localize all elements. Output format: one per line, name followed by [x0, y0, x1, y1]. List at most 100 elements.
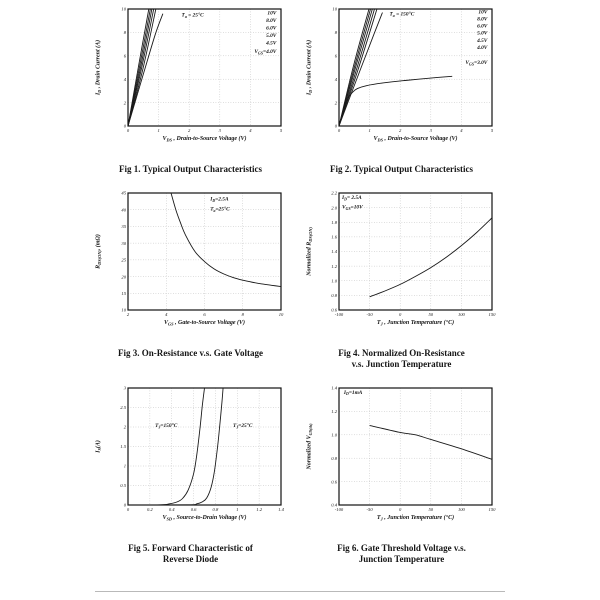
- fig5-caption: Fig 5. Forward Characteristic of Reverse…: [128, 542, 253, 565]
- svg-text:VSD , Source-to-Drain Voltage: VSD , Source-to-Drain Voltage (V): [162, 514, 246, 521]
- svg-text:150: 150: [489, 506, 497, 511]
- svg-text:0.6: 0.6: [191, 506, 197, 511]
- svg-text:TJ , Junction Temperature (°C): TJ , Junction Temperature (°C): [377, 514, 454, 521]
- figure-4: -100 -50 0 50 100 150 0.6 0.8 1.0 1.2 1.4 1.6 1.8 2.0…: [304, 186, 499, 371]
- svg-text:10: 10: [332, 7, 337, 12]
- svg-text:1: 1: [124, 463, 126, 468]
- svg-text:6.0V: 6.0V: [477, 24, 488, 30]
- svg-text:TJ , Junction Temperature (°C): TJ , Junction Temperature (°C): [377, 319, 454, 326]
- svg-text:VGS=3.0V: VGS=3.0V: [465, 60, 487, 66]
- svg-text:VDS , Drain-to-Source Voltage: VDS , Drain-to-Source Voltage (V): [162, 135, 246, 142]
- svg-text:1.0: 1.0: [331, 278, 337, 283]
- svg-text:6: 6: [203, 311, 206, 316]
- svg-text:8.0V: 8.0V: [477, 17, 488, 23]
- svg-text:2: 2: [124, 100, 127, 105]
- svg-text:0: 0: [124, 502, 127, 507]
- svg-text:2: 2: [188, 128, 191, 133]
- svg-text:0: 0: [124, 124, 127, 129]
- svg-text:35: 35: [121, 224, 126, 229]
- svg-text:0: 0: [335, 124, 338, 129]
- svg-text:VGS=10V: VGS=10V: [342, 204, 363, 210]
- svg-text:-100: -100: [335, 506, 344, 511]
- fig6-caption: Fig 6. Gate Threshold Voltage v.s. Junct…: [337, 542, 466, 565]
- svg-text:-50: -50: [367, 311, 374, 316]
- svg-text:-100: -100: [335, 311, 344, 316]
- svg-text:Ta = 25°C: Ta = 25°C: [182, 12, 205, 19]
- svg-text:-50: -50: [367, 506, 374, 511]
- svg-text:VDS , Drain-to-Source Voltage: VDS , Drain-to-Source Voltage (V): [373, 135, 457, 142]
- svg-text:2: 2: [124, 424, 127, 429]
- svg-text:TJ=150°C: TJ=150°C: [155, 422, 178, 429]
- svg-text:1.0: 1.0: [331, 432, 337, 437]
- svg-text:0: 0: [399, 311, 402, 316]
- svg-text:30: 30: [121, 240, 126, 245]
- fig6-gate-threshold-chart: -100 -50 0 50 100 150 0.4 0.6 0.8 1.0 1.2 1.4 ID=1mA…: [307, 385, 497, 521]
- svg-text:1.5: 1.5: [120, 444, 126, 449]
- svg-text:8: 8: [242, 311, 245, 316]
- svg-text:10: 10: [121, 307, 126, 312]
- svg-text:ID=1mA: ID=1mA: [343, 389, 363, 395]
- svg-text:100: 100: [458, 506, 466, 511]
- svg-text:4.5V: 4.5V: [265, 41, 277, 47]
- svg-text:4: 4: [249, 128, 252, 133]
- svg-text:20: 20: [121, 274, 126, 279]
- svg-text:0.5: 0.5: [120, 483, 126, 488]
- svg-text:3: 3: [124, 385, 127, 390]
- svg-text:0.4: 0.4: [169, 506, 175, 511]
- svg-text:40: 40: [121, 207, 126, 212]
- svg-text:2.5: 2.5: [120, 405, 126, 410]
- svg-text:8: 8: [335, 30, 338, 35]
- svg-text:Ta=25°C: Ta=25°C: [210, 205, 230, 212]
- svg-text:ID=2.5A: ID=2.5A: [209, 196, 229, 202]
- svg-text:0: 0: [338, 128, 341, 133]
- svg-text:25: 25: [121, 257, 126, 262]
- svg-text:0: 0: [127, 128, 130, 133]
- svg-text:5.0V: 5.0V: [266, 33, 277, 39]
- fig4-caption: Fig 4. Normalized On-Resistance v.s. Jun…: [338, 347, 465, 370]
- figure-6: -100 -50 0 50 100 150 0.4 0.6 0.8 1.0 1.2 1.4 ID=1mA…: [304, 381, 499, 566]
- svg-text:1.2: 1.2: [331, 263, 337, 268]
- svg-text:2.2: 2.2: [331, 190, 337, 195]
- svg-text:0.8: 0.8: [213, 506, 219, 511]
- svg-text:50: 50: [429, 506, 434, 511]
- svg-text:1.4: 1.4: [331, 385, 337, 390]
- svg-text:3: 3: [219, 128, 222, 133]
- figure-1: 0 1 2 3 4 5 0 2 4 6 8 10 Ta = 25°C 10V 8.0V 6.0V 5.0V 4.5…: [93, 2, 288, 176]
- svg-text:2: 2: [335, 100, 338, 105]
- svg-text:0.6: 0.6: [331, 479, 337, 484]
- svg-text:0.4: 0.4: [331, 502, 337, 507]
- svg-text:0.2: 0.2: [147, 506, 153, 511]
- svg-text:6: 6: [124, 54, 127, 59]
- svg-text:1.2: 1.2: [331, 409, 337, 414]
- svg-text:2: 2: [399, 128, 402, 133]
- fig1-output-characteristics-chart: 0 1 2 3 4 5 0 2 4 6 8 10 Ta = 25°C 10V 8.0V6.0V 5.0V 4.5…: [95, 7, 283, 143]
- fig2-caption: Fig 2. Typical Output Characteristics: [330, 164, 473, 174]
- svg-text:IS(A): IS(A): [95, 440, 102, 454]
- svg-text:15: 15: [121, 290, 126, 295]
- svg-text:100: 100: [458, 311, 466, 316]
- fig3-caption: Fig 3. On-Resistance v.s. Gate Voltage: [118, 347, 263, 358]
- svg-text:4.5V: 4.5V: [476, 38, 488, 44]
- svg-text:2: 2: [127, 311, 130, 316]
- svg-text:1: 1: [368, 128, 370, 133]
- svg-text:Normalized RDS(ON): Normalized RDS(ON): [307, 226, 313, 276]
- svg-text:1.6: 1.6: [331, 234, 337, 239]
- figure-2: 0 1 2 3 4 5 0 2 4 6 8 10 Ta = 150°C 10V 8.0V 6.0V 5.0V 4.…: [304, 2, 499, 176]
- svg-text:VGS , Gate-to-Source Voltage (: VGS , Gate-to-Source Voltage (V): [164, 319, 245, 326]
- svg-text:50: 50: [429, 311, 434, 316]
- svg-text:4.0V: 4.0V: [476, 45, 488, 51]
- svg-text:RDS(ON), (mΩ): RDS(ON), (mΩ): [95, 234, 102, 270]
- svg-text:6: 6: [335, 54, 338, 59]
- fig1-caption: Fig 1. Typical Output Characteristics: [119, 164, 262, 174]
- svg-text:5: 5: [491, 128, 494, 133]
- svg-text:1.4: 1.4: [331, 249, 337, 254]
- svg-text:0.6: 0.6: [331, 307, 337, 312]
- svg-text:8: 8: [124, 30, 127, 35]
- svg-text:5: 5: [280, 128, 283, 133]
- svg-text:0: 0: [127, 506, 130, 511]
- svg-text:4: 4: [165, 311, 168, 316]
- svg-text:ID= 2.5A: ID= 2.5A: [341, 194, 362, 200]
- svg-text:1.2: 1.2: [256, 506, 262, 511]
- svg-text:6.0V: 6.0V: [266, 25, 277, 31]
